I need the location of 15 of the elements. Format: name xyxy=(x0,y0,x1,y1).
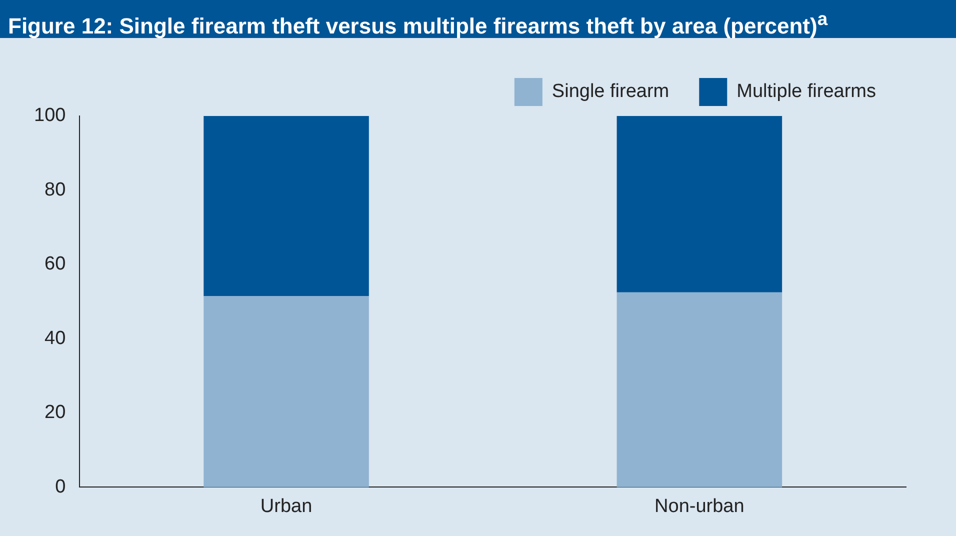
bar xyxy=(204,296,369,488)
chart-title: Figure 12: Single firearm theft versus multiple firearms theft by area (percent)$^{a}$ xyxy=(0,0,956,38)
bar xyxy=(616,116,782,292)
y-tick-label: 60 xyxy=(44,254,66,275)
bar xyxy=(616,292,782,488)
x-tick-label: Non-urban xyxy=(654,496,744,517)
bar xyxy=(204,116,369,296)
y-tick-label: 20 xyxy=(44,402,66,424)
legend-label: Single firearm xyxy=(552,81,670,102)
y-tick-label: 80 xyxy=(44,179,66,200)
x-tick-label: Urban xyxy=(260,496,312,517)
legend-label: Multiple firearms xyxy=(736,81,876,102)
y-tick-label: 100 xyxy=(34,105,66,126)
y-tick-label: 40 xyxy=(44,328,66,349)
y-tick-label: 0 xyxy=(55,476,66,498)
